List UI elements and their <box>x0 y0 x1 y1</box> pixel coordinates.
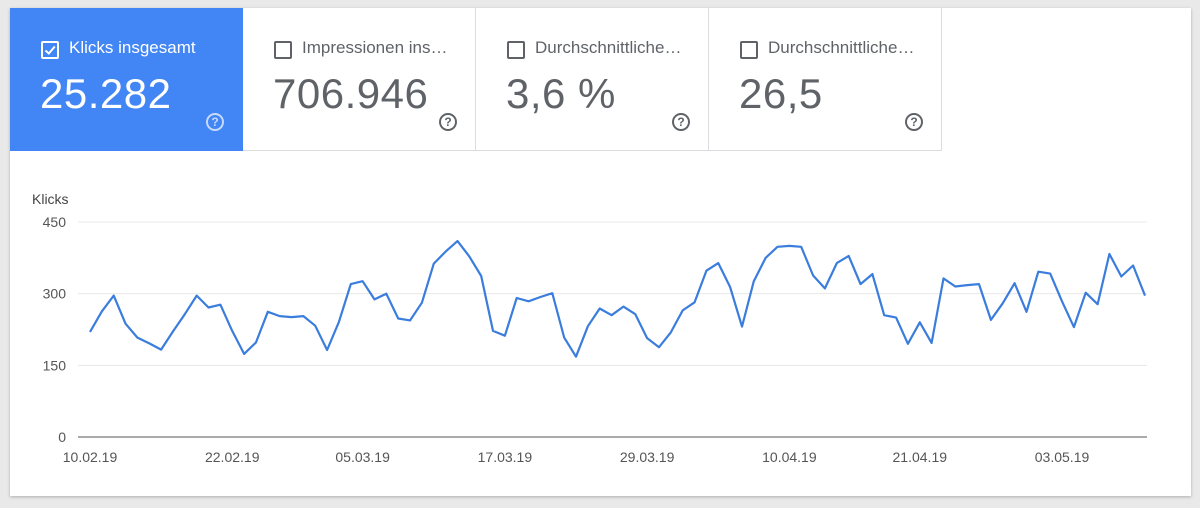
performance-card: Klicks insgesamt 25.282 ? Impressionen i… <box>10 8 1191 496</box>
y-tick-label: 150 <box>43 357 67 373</box>
x-tick-label: 17.03.19 <box>478 449 533 465</box>
checkbox-unchecked-icon[interactable] <box>740 41 758 59</box>
metric-value: 26,5 <box>739 70 823 117</box>
x-tick-label: 10.04.19 <box>762 449 817 465</box>
metric-total-impressions[interactable]: Impressionen ins… 706.946 ? <box>243 8 476 151</box>
metric-label: Durchschnittliche… <box>768 38 915 57</box>
x-tick-labels: 10.02.19 22.02.19 05.03.19 17.03.19 29.03.19… <box>63 449 1090 465</box>
y-tick-label: 0 <box>58 429 66 445</box>
help-icon[interactable]: ? <box>206 113 224 131</box>
metric-total-clicks[interactable]: Klicks insgesamt 25.282 ? <box>10 8 243 151</box>
x-tick-label: 22.02.19 <box>205 449 260 465</box>
x-tick-label: 29.03.19 <box>620 449 675 465</box>
checkbox-unchecked-icon[interactable] <box>507 41 525 59</box>
metric-value: 25.282 <box>40 70 172 117</box>
series-line-clicks <box>89 239 1147 358</box>
metric-label: Durchschnittliche… <box>535 38 682 57</box>
data-points <box>89 240 1146 358</box>
x-tick-label: 05.03.19 <box>335 449 390 465</box>
metric-value: 706.946 <box>273 70 429 117</box>
checkbox-unchecked-icon[interactable] <box>274 41 292 59</box>
metric-label: Klicks insgesamt <box>69 38 196 57</box>
x-tick-label: 21.04.19 <box>893 449 948 465</box>
checkbox-checked-icon[interactable] <box>41 41 59 59</box>
help-icon[interactable]: ? <box>672 113 690 131</box>
metric-value: 3,6 % <box>506 70 616 117</box>
x-tick-label: 03.05.19 <box>1035 449 1090 465</box>
metric-label: Impressionen ins… <box>302 38 448 57</box>
metric-average-ctr[interactable]: Durchschnittliche… 3,6 % ? <box>476 8 709 151</box>
y-axis-label: Klicks <box>32 191 69 207</box>
metric-tabs: Klicks insgesamt 25.282 ? Impressionen i… <box>10 8 942 151</box>
y-tick-label: 300 <box>43 286 67 302</box>
clicks-line-chart: Klicks 0 150 300 450 10.02.19 22.02.19 05.03.… <box>32 191 1147 465</box>
metric-average-position[interactable]: Durchschnittliche… 26,5 ? <box>709 8 942 151</box>
y-tick-labels: 0 150 300 450 <box>43 214 67 445</box>
y-tick-label: 450 <box>43 214 67 230</box>
help-icon[interactable]: ? <box>439 113 457 131</box>
help-icon[interactable]: ? <box>905 113 923 131</box>
x-tick-label: 10.02.19 <box>63 449 118 465</box>
gridlines <box>78 221 1147 438</box>
